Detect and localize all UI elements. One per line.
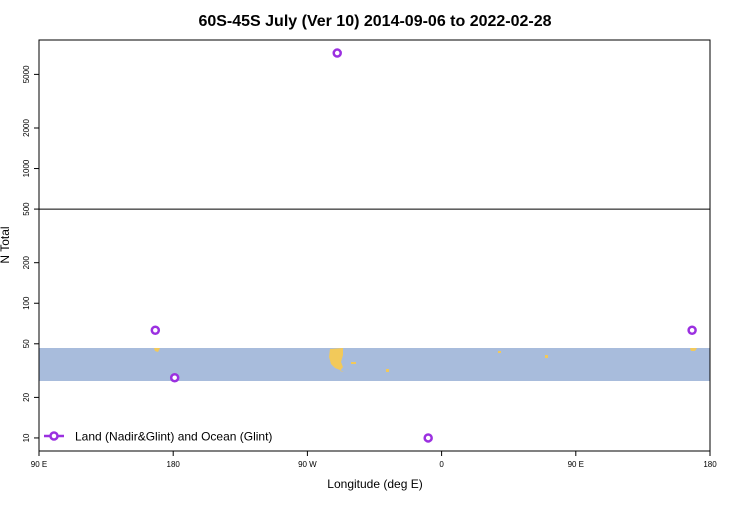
- x-tick-label: 90 E: [568, 460, 584, 469]
- y-tick-label: 10: [22, 433, 31, 442]
- data-point: [423, 433, 433, 443]
- data-point: [169, 372, 180, 383]
- x-tick-label: 90 W: [298, 460, 317, 469]
- legend-marker: [49, 431, 59, 441]
- data-points: [150, 48, 697, 443]
- plot-border: [38, 39, 711, 452]
- y-tick-label: 1000: [22, 159, 31, 177]
- data-point: [150, 325, 161, 336]
- data-point: [687, 325, 697, 336]
- data-point: [332, 48, 342, 58]
- x-axis: 90 E 180 90 W 0 90 E 180: [31, 451, 717, 469]
- land-patch: [545, 355, 548, 358]
- y-tick-label: 500: [22, 202, 31, 216]
- land-patch: [329, 348, 344, 372]
- plot-frame: [38, 39, 711, 452]
- y-tick-label: 100: [22, 296, 31, 310]
- land-patch: [498, 351, 501, 353]
- y-tick-label: 20: [22, 392, 31, 401]
- latitude-band-map: [39, 348, 710, 381]
- chart-title: 60S-45S July (Ver 10) 2014-09-06 to 2022…: [198, 13, 551, 30]
- land-patch: [690, 348, 697, 351]
- x-tick-label: 90 E: [31, 460, 47, 469]
- legend: Land (Nadir&Glint) and Ocean (Glint): [44, 430, 272, 444]
- ocean-band: [39, 348, 710, 381]
- land-patch: [386, 369, 389, 372]
- land-patch: [351, 362, 356, 364]
- x-axis-label: Longitude (deg E): [327, 477, 422, 491]
- y-tick-label: 200: [22, 255, 31, 269]
- y-tick-label: 5000: [22, 65, 31, 83]
- x-tick-label: 0: [439, 460, 444, 469]
- x-tick-label: 180: [703, 460, 717, 469]
- y-tick-label: 2000: [22, 119, 31, 137]
- land-patch: [154, 348, 160, 352]
- legend-label: Land (Nadir&Glint) and Ocean (Glint): [75, 430, 272, 444]
- y-tick-label: 50: [22, 339, 31, 348]
- y-axis-label: N Total: [0, 226, 12, 263]
- y-axis: 10 20 50 100 200 500 1000 2000 5000: [22, 65, 39, 442]
- x-tick-label: 180: [167, 460, 181, 469]
